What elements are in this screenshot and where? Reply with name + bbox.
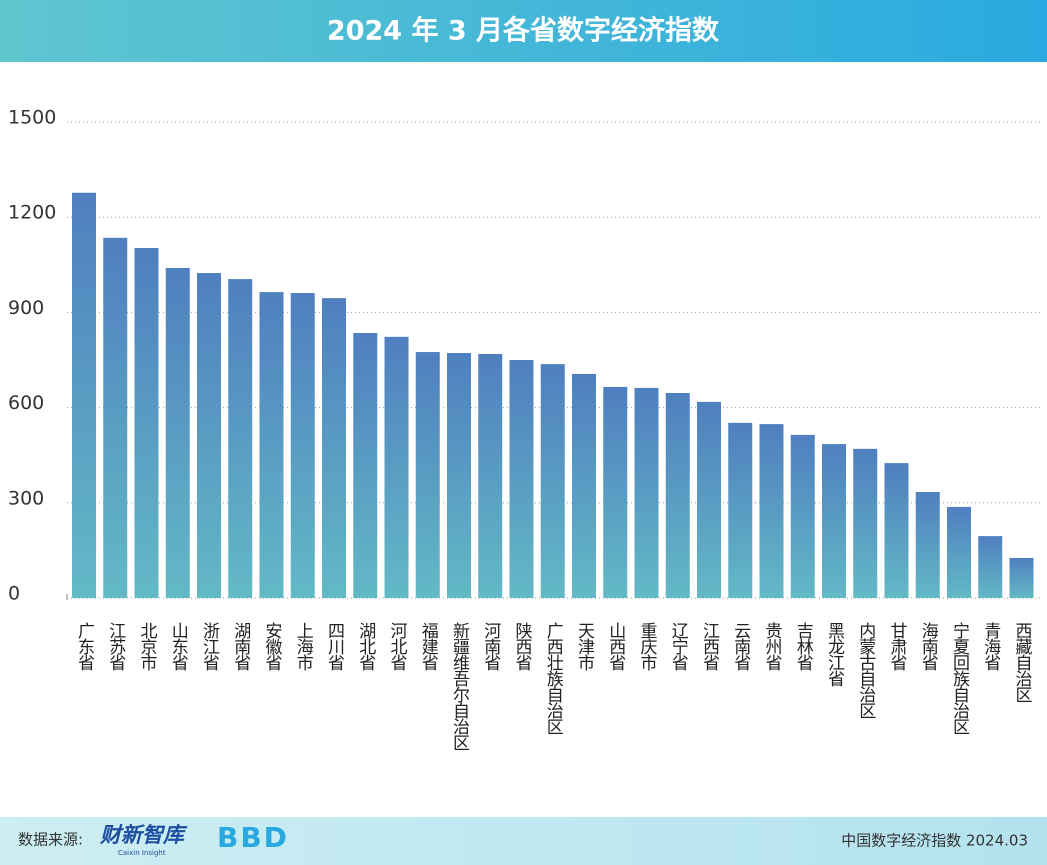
bar bbox=[853, 448, 878, 598]
x-tick-label: 北京市 bbox=[137, 622, 158, 671]
source-logo: 财新智库 bbox=[99, 823, 188, 847]
x-tick-label: 黑龙江省 bbox=[824, 622, 845, 687]
x-tick-label: 陕西省 bbox=[512, 622, 533, 671]
bar bbox=[72, 192, 96, 599]
bar bbox=[665, 393, 690, 598]
bar bbox=[322, 298, 346, 598]
bar bbox=[415, 352, 440, 598]
bar bbox=[134, 247, 159, 599]
x-tick-label: 湖北省 bbox=[355, 622, 376, 671]
x-tick-label: 吉林省 bbox=[793, 622, 814, 671]
bar bbox=[478, 353, 503, 598]
bar bbox=[540, 364, 565, 598]
y-tick-label: 0 bbox=[8, 583, 20, 605]
x-tick-label: 上海市 bbox=[293, 622, 314, 671]
bar bbox=[259, 292, 284, 598]
x-tick-label: 青海省 bbox=[980, 622, 1001, 671]
y-tick-label: 900 bbox=[8, 297, 44, 319]
bar bbox=[353, 333, 378, 598]
x-tick-label: 新疆维吾尔自治区 bbox=[449, 622, 470, 751]
title-bar bbox=[0, 0, 1047, 62]
x-tick-label: 内蒙古自治区 bbox=[855, 622, 876, 719]
x-tick-label: 江苏省 bbox=[105, 622, 126, 671]
source-logo: BBD bbox=[217, 821, 289, 854]
footer-note: 中国数字经济指数 2024.03 bbox=[841, 832, 1028, 850]
bar bbox=[822, 444, 846, 598]
bar bbox=[759, 424, 784, 598]
bar bbox=[697, 401, 721, 598]
x-tick-label: 天津市 bbox=[574, 622, 595, 671]
bar bbox=[603, 386, 628, 598]
x-tick-label: 河北省 bbox=[387, 622, 408, 671]
bar bbox=[228, 279, 253, 598]
bar bbox=[509, 360, 534, 598]
x-tick-label: 山西省 bbox=[605, 622, 626, 671]
x-tick-label: 重庆市 bbox=[637, 622, 658, 671]
bar bbox=[915, 492, 940, 598]
x-tick-label: 安徽省 bbox=[262, 622, 283, 671]
bar bbox=[197, 273, 221, 598]
bar bbox=[790, 434, 815, 598]
x-tick-label: 贵州省 bbox=[762, 622, 783, 671]
x-tick-label: 海南省 bbox=[918, 622, 939, 671]
bar bbox=[165, 267, 190, 598]
x-tick-label: 四川省 bbox=[324, 622, 345, 671]
x-tick-label: 甘肃省 bbox=[887, 622, 908, 671]
x-tick-label: 辽宁省 bbox=[668, 622, 689, 671]
x-tick-label: 宁夏回族自治区 bbox=[949, 622, 970, 735]
x-tick-label: 河南省 bbox=[480, 622, 501, 671]
bar bbox=[290, 293, 315, 598]
chart-title: 2024 年 3 月各省数字经济指数 bbox=[327, 15, 720, 47]
x-tick-label: 浙江省 bbox=[199, 622, 220, 671]
x-tick-label: 福建省 bbox=[418, 622, 439, 671]
source-logo-sub: Caixin Insight bbox=[118, 849, 166, 857]
bar bbox=[947, 506, 971, 598]
y-tick-label: 1500 bbox=[8, 107, 56, 129]
footer-bar bbox=[0, 817, 1047, 865]
y-tick-label: 600 bbox=[8, 392, 44, 414]
bar bbox=[884, 463, 909, 598]
bar bbox=[572, 373, 596, 598]
bar bbox=[384, 336, 409, 598]
bar bbox=[978, 536, 1003, 598]
bar bbox=[634, 387, 659, 598]
y-tick-label: 300 bbox=[8, 487, 44, 509]
bar bbox=[103, 237, 128, 598]
y-tick-label: 1200 bbox=[8, 202, 56, 224]
x-tick-label: 江西省 bbox=[699, 622, 720, 671]
x-tick-label: 西藏自治区 bbox=[1012, 622, 1033, 703]
bar bbox=[728, 422, 753, 598]
x-tick-label: 湖南省 bbox=[230, 622, 251, 671]
x-tick-label: 云南省 bbox=[730, 622, 751, 671]
source-label: 数据来源: bbox=[18, 831, 83, 849]
x-tick-label: 广西壮族自治区 bbox=[543, 622, 564, 735]
bar bbox=[1009, 558, 1034, 598]
x-tick-label: 广东省 bbox=[74, 622, 95, 671]
bar bbox=[447, 353, 471, 598]
x-tick-label: 山东省 bbox=[168, 622, 189, 671]
